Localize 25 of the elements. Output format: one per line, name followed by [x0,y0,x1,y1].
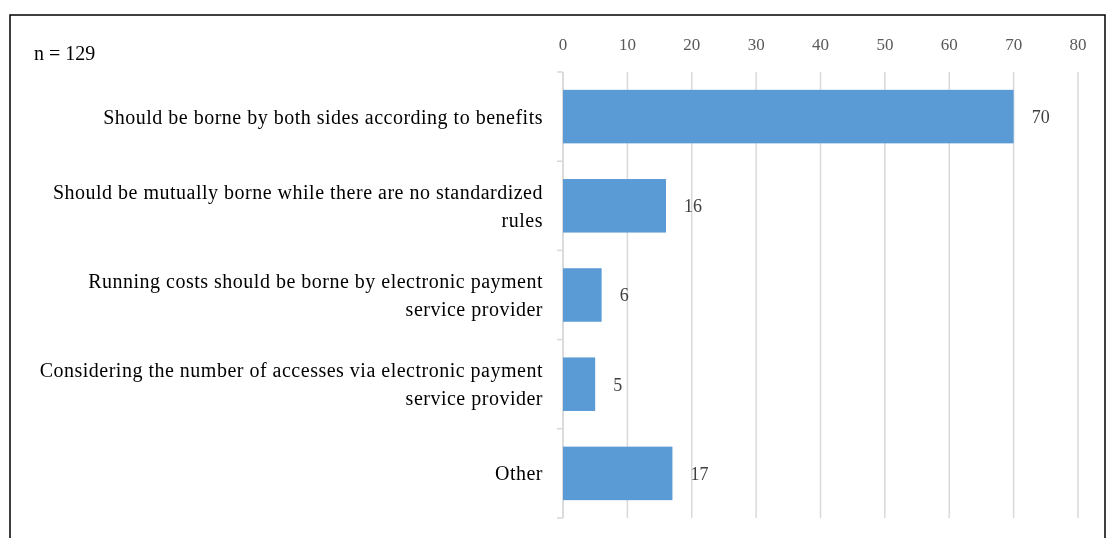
text: n = 129 [34,42,96,64]
bar [563,268,602,322]
x-tick-label: 80 [1069,35,1087,54]
data-label: 17 [690,463,709,484]
y-tick-label: Other [494,462,543,485]
y-tick-label: Should be borne by both sides according to benefits [103,105,543,129]
x-tick-label: 0 [558,35,568,54]
data-label: 70 [1031,106,1050,127]
x-tick-label: 40 [812,35,829,54]
bar [563,179,666,233]
y-tick-label: Running costs should be borne by electronic payment service provider [88,270,543,321]
x-tick-label: 30 [747,35,765,54]
data-label: 6 [619,285,629,306]
x-tick-label: 70 [1005,35,1023,54]
x-tick-label: 10 [618,35,636,54]
x-tick-label: 50 [876,35,894,54]
y-tick-label: Considering the number of accesses via electronic payment service provider [39,359,543,411]
bar [563,89,1014,144]
x-tick-label: 60 [940,35,958,54]
x-tick-label: 20 [683,35,701,54]
y-tick-label: Should be mutually borne while there are no standardized rules [52,180,543,231]
data-label: 5 [613,374,623,395]
bar [563,357,596,411]
bar [563,446,673,501]
data-label: 16 [684,196,702,217]
